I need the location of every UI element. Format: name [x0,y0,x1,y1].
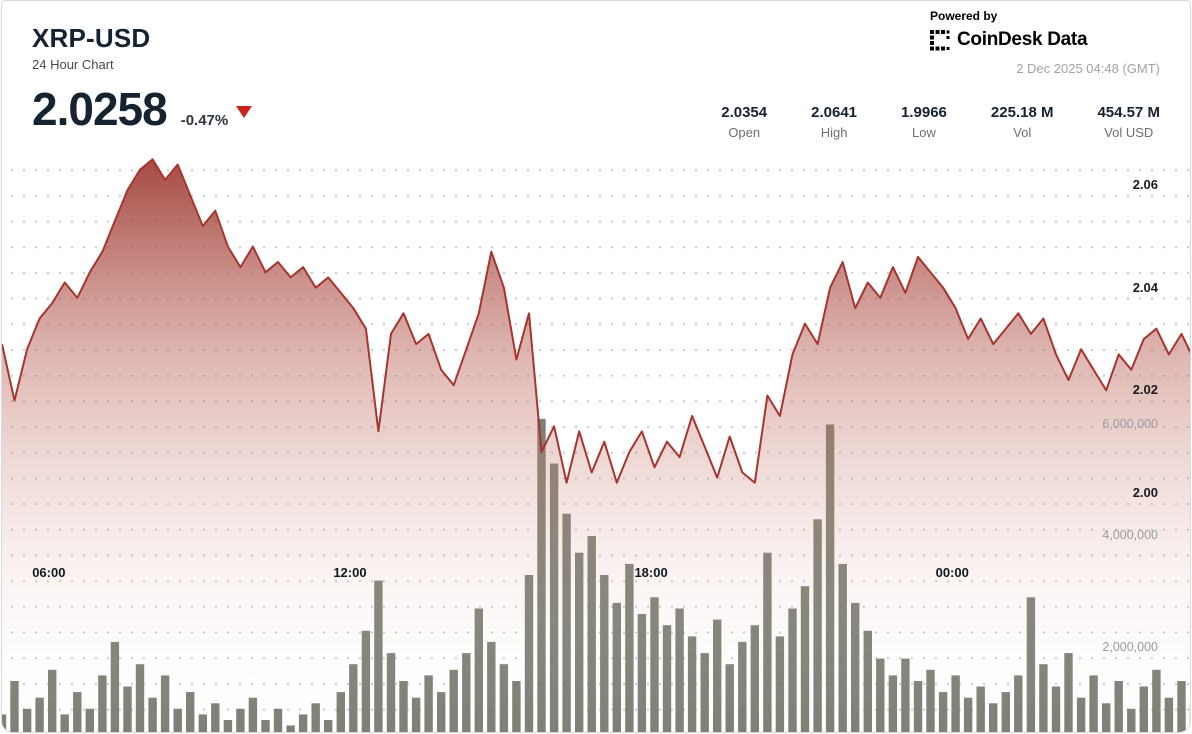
current-price: 2.0258 [32,83,168,135]
powered-by-label: Powered by [930,9,998,23]
stat-volume-value: 225.18 M [990,104,1054,121]
stat-volume: 225.18 M Vol [991,104,1054,140]
stat-high-value: 2.0641 [811,104,858,121]
stat-low-value: 1.9966 [901,104,947,121]
stat-volume-label: Vol [1013,125,1032,140]
price-change-percent: -0.47% [180,112,229,129]
stat-low: 1.9966 Low [901,104,947,140]
symbol-title: XRP-USD [32,23,151,53]
price-down-arrow-icon [236,106,253,118]
stat-low-label: Low [912,125,936,140]
brand-name: CoinDesk [957,29,1043,50]
stat-volume-usd-value: 454.57 M [1097,104,1160,121]
brand-suffix: Data [1047,29,1088,50]
stat-open: 2.0354 Open [721,104,767,140]
chart-subtitle: 24 Hour Chart [32,57,114,72]
stat-open-value: 2.0354 [721,104,768,121]
stat-volume-usd: 454.57 M Vol USD [1097,104,1160,140]
coindesk-data-logo[interactable]: CoinDesk Data [930,29,1160,51]
stat-high: 2.0641 High [811,104,857,140]
price-line [2,158,1190,484]
stat-high-label: High [820,125,848,140]
price-area-fill [2,159,1190,732]
stat-volume-usd-label: Vol USD [1104,125,1154,140]
ohlc-stats-row: 2.0354 Open 2.0641 High 1.9966 Low 225.1… [721,104,1160,140]
stat-open-label: Open [728,125,761,140]
chart-timestamp: 2 Dec 2025 04:48 (GMT) [1016,61,1160,76]
coindesk-logo-icon [930,29,951,51]
